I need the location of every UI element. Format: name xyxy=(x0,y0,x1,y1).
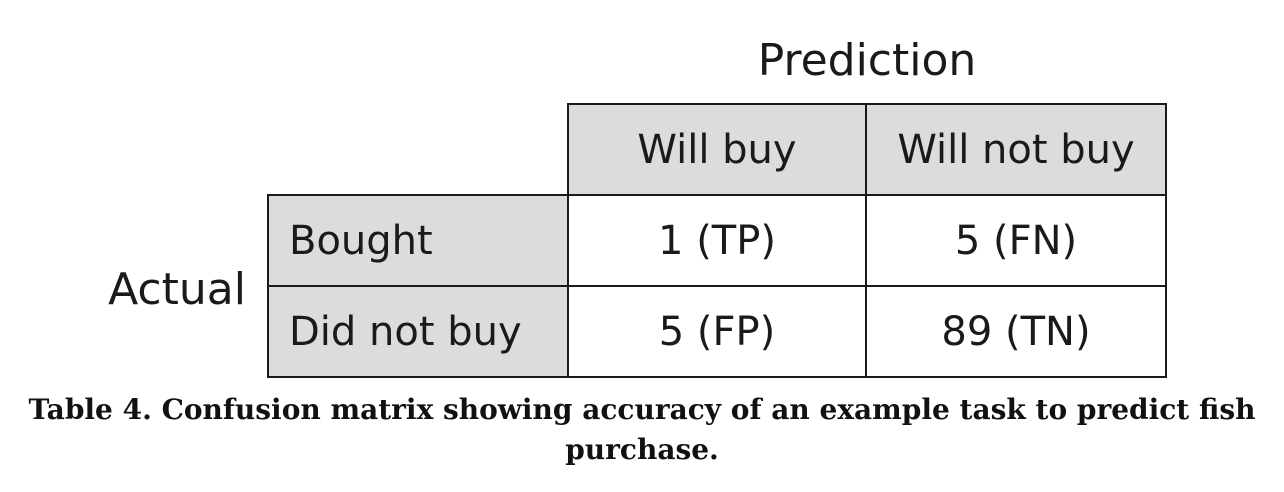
cell-false-negative: 5 (FN) xyxy=(865,194,1167,287)
row-header-did-not-buy: Did not buy xyxy=(267,285,569,378)
cell-true-negative: 89 (TN) xyxy=(865,285,1167,378)
row-header-bought: Bought xyxy=(267,194,569,287)
cell-false-positive: 5 (FP) xyxy=(567,285,867,378)
actual-axis-label: Actual xyxy=(108,264,246,315)
table-caption: Table 4. Confusion matrix showing accura… xyxy=(28,393,1256,466)
cell-true-positive: 1 (TP) xyxy=(567,194,867,287)
prediction-axis-label: Prediction xyxy=(757,35,977,86)
column-header-will-buy: Will buy xyxy=(567,103,867,196)
column-header-will-not-buy: Will not buy xyxy=(865,103,1167,196)
